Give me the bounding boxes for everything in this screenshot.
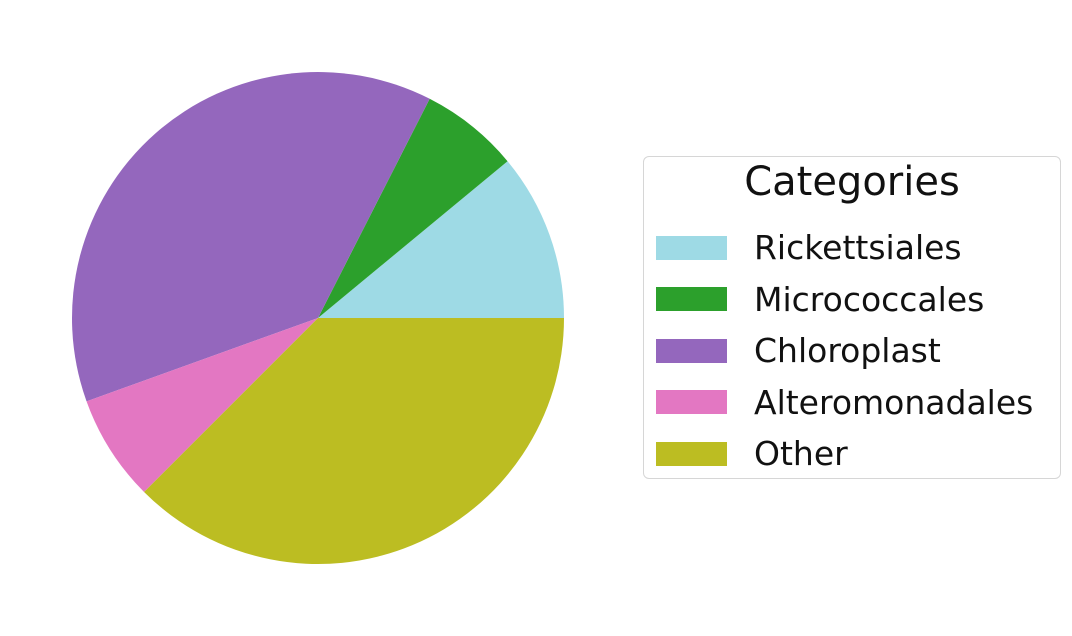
legend-item-alteromonadales: Alteromonadales (656, 377, 1033, 429)
legend-item-chloroplast: Chloroplast (656, 325, 1033, 377)
legend-items: Rickettsiales Micrococcales Chloroplast Alt… (656, 222, 1033, 480)
legend-label: Alteromonadales (754, 382, 1034, 422)
legend-label: Rickettsiales (754, 228, 962, 268)
legend-item-other: Other (656, 428, 1033, 480)
legend-swatch (656, 441, 727, 466)
pie-slice-rickettsiales (318, 161, 564, 318)
legend-label: Other (754, 434, 848, 474)
legend-swatch (656, 338, 727, 363)
pie-slice-micrococcales (318, 98, 508, 318)
legend-swatch (656, 287, 727, 312)
legend-title: Categories (744, 159, 960, 205)
legend-label: Micrococcales (754, 279, 985, 319)
legend-label: Chloroplast (754, 331, 941, 371)
legend-item-micrococcales: Micrococcales (656, 274, 1033, 326)
legend-swatch (656, 235, 727, 260)
pie-slice-alteromonadales (86, 318, 318, 492)
pie-slice-other (144, 318, 564, 564)
legend-swatch (656, 390, 727, 415)
pie-slice-chloroplast (72, 71, 430, 402)
legend (643, 156, 1061, 479)
legend-item-rickettsiales: Rickettsiales (656, 222, 1033, 274)
